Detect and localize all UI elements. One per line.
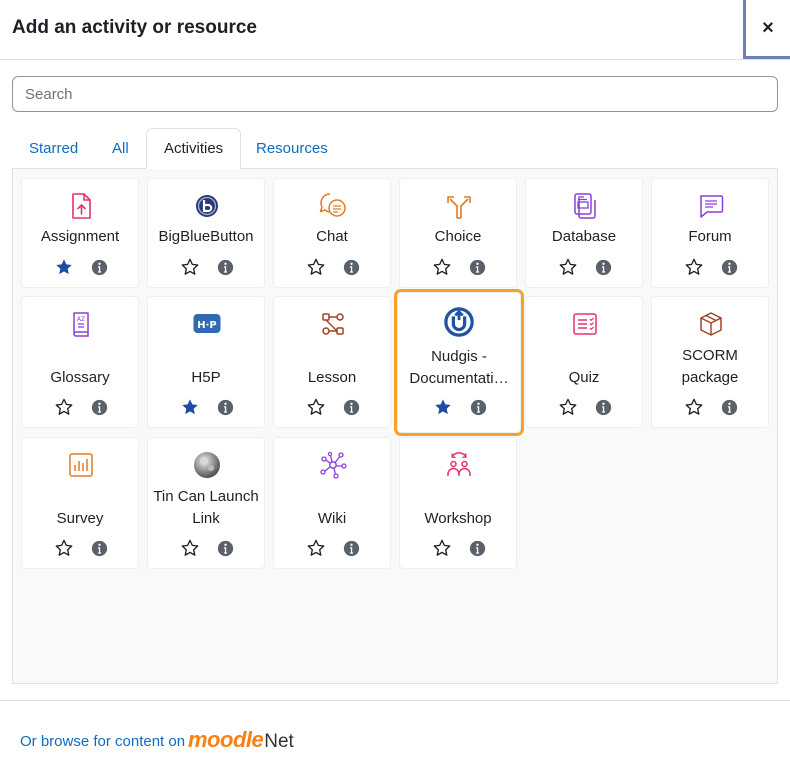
module-name: H5P <box>191 369 221 386</box>
moodlenet-logo-moodle: moodle <box>188 727 264 752</box>
tab-resources[interactable]: Resources <box>256 140 328 157</box>
dialog-footer: Or browse for content on moodle Net <box>0 700 790 762</box>
module-name: SCORM package <box>681 347 739 386</box>
info-icon[interactable] <box>217 259 234 276</box>
info-icon[interactable] <box>470 399 487 416</box>
quiz-icon <box>570 309 600 339</box>
wiki-icon <box>318 450 348 480</box>
module-name: Choice <box>434 228 482 245</box>
star-outline-icon[interactable] <box>181 258 199 276</box>
module-card-choice[interactable]: Choice <box>399 178 517 288</box>
star-outline-icon[interactable] <box>55 539 73 557</box>
bigbluebutton-icon <box>192 191 222 221</box>
tab-activities[interactable]: Activities <box>146 128 242 169</box>
star-outline-icon[interactable] <box>307 258 325 276</box>
module-name: Survey <box>56 510 104 527</box>
module-name: Quiz <box>568 369 600 386</box>
module-name: Lesson <box>307 369 357 386</box>
svg-text:H·P: H·P <box>197 320 217 331</box>
module-card-chat[interactable]: Chat <box>273 178 391 288</box>
module-card-glossary[interactable]: AZ Glossary <box>21 296 139 428</box>
star-outline-icon[interactable] <box>433 539 451 557</box>
star-outline-icon[interactable] <box>559 398 577 416</box>
module-card-forum[interactable]: Forum <box>651 178 769 288</box>
info-icon[interactable] <box>217 399 234 416</box>
module-name: Database <box>551 228 617 245</box>
forum-icon <box>696 191 726 221</box>
star-filled-icon[interactable] <box>434 398 452 416</box>
module-card-assignment[interactable]: Assignment <box>21 178 139 288</box>
info-icon[interactable] <box>595 399 612 416</box>
scorm-icon <box>696 309 726 339</box>
star-outline-icon[interactable] <box>307 398 325 416</box>
module-name: Workshop <box>424 510 492 527</box>
info-icon[interactable] <box>91 540 108 557</box>
nudgis-icon <box>444 307 474 337</box>
module-name: Glossary <box>50 369 110 386</box>
module-name: Nudgis - Documentati… <box>409 348 509 387</box>
dialog-header: Add an activity or resource × <box>0 0 790 60</box>
star-outline-icon[interactable] <box>685 258 703 276</box>
module-card-database[interactable]: Database <box>525 178 643 288</box>
info-icon[interactable] <box>721 259 738 276</box>
chat-icon <box>318 191 348 221</box>
info-icon[interactable] <box>595 259 612 276</box>
moodlenet-logo[interactable]: moodle Net <box>188 727 294 752</box>
module-name: Assignment <box>40 228 120 245</box>
database-icon <box>570 191 600 221</box>
star-outline-icon[interactable] <box>55 398 73 416</box>
info-icon[interactable] <box>343 540 360 557</box>
info-icon[interactable] <box>343 259 360 276</box>
module-card-nudgis[interactable]: Nudgis - Documentati… <box>394 289 524 436</box>
module-card-h5p[interactable]: H·P H5P <box>147 296 265 428</box>
star-outline-icon[interactable] <box>181 539 199 557</box>
star-outline-icon[interactable] <box>433 258 451 276</box>
module-name: BigBlueButton <box>158 228 254 245</box>
choice-icon <box>444 191 474 221</box>
module-name: Tin Can Launch Link <box>153 488 259 527</box>
module-card-wiki[interactable]: Wiki <box>273 437 391 569</box>
module-grid: Assignment BigBlueButton Chat Choice Dat… <box>12 168 778 684</box>
module-card-quiz[interactable]: Quiz <box>525 296 643 428</box>
star-outline-icon[interactable] <box>307 539 325 557</box>
moodlenet-logo-net: Net <box>264 731 294 752</box>
star-filled-icon[interactable] <box>181 398 199 416</box>
module-card-bigbluebutton[interactable]: BigBlueButton <box>147 178 265 288</box>
survey-icon <box>66 450 96 480</box>
module-name: Chat <box>316 228 348 245</box>
module-name: Wiki <box>317 510 347 527</box>
workshop-icon <box>444 450 474 480</box>
tincan-icon <box>192 450 222 480</box>
browse-moodlenet-link[interactable]: Or browse for content on <box>20 733 186 750</box>
info-icon[interactable] <box>469 540 486 557</box>
close-icon[interactable]: × <box>762 17 774 39</box>
assignment-icon <box>66 191 96 221</box>
module-card-tincan[interactable]: Tin Can Launch Link <box>147 437 265 569</box>
close-button[interactable]: × <box>743 0 790 59</box>
module-card-scorm[interactable]: SCORM package <box>651 296 769 428</box>
star-filled-icon[interactable] <box>55 258 73 276</box>
tab-all[interactable]: All <box>112 140 129 157</box>
module-tabs: Starred All Activities Resources <box>12 128 778 169</box>
info-icon[interactable] <box>469 259 486 276</box>
dialog-title: Add an activity or resource <box>12 17 257 38</box>
info-icon[interactable] <box>91 399 108 416</box>
info-icon[interactable] <box>91 259 108 276</box>
info-icon[interactable] <box>721 399 738 416</box>
module-card-survey[interactable]: Survey <box>21 437 139 569</box>
info-icon[interactable] <box>217 540 234 557</box>
star-outline-icon[interactable] <box>559 258 577 276</box>
star-outline-icon[interactable] <box>685 398 703 416</box>
lesson-icon <box>318 309 348 339</box>
module-card-workshop[interactable]: Workshop <box>399 437 517 569</box>
h5p-icon: H·P <box>192 309 222 339</box>
tab-starred[interactable]: Starred <box>29 140 79 157</box>
search-input[interactable] <box>12 76 778 112</box>
svg-text:AZ: AZ <box>77 316 85 323</box>
info-icon[interactable] <box>343 399 360 416</box>
module-card-lesson[interactable]: Lesson <box>273 296 391 428</box>
glossary-icon: AZ <box>66 309 96 339</box>
module-name: Forum <box>688 228 732 245</box>
